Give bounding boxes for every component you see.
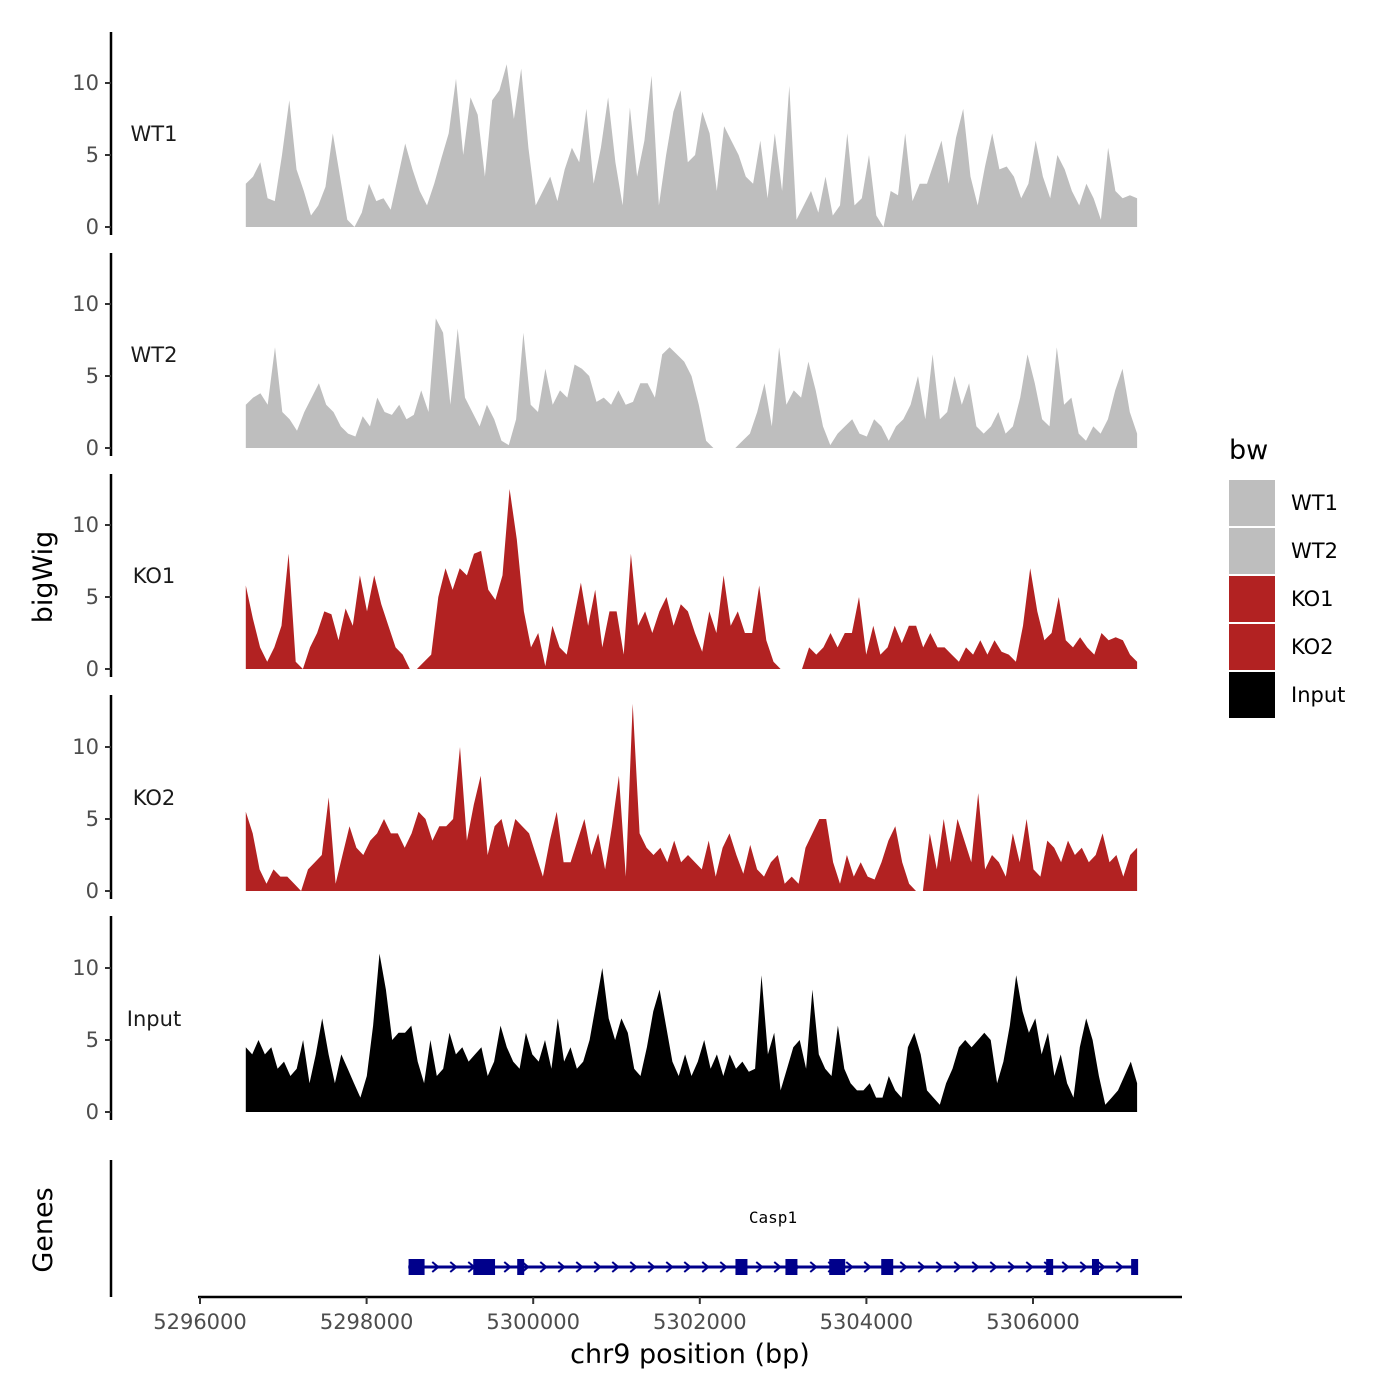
exon — [1091, 1259, 1099, 1275]
track-ko2: 0 5 10 KO2 — [72, 695, 1138, 903]
strand-arrow — [575, 1261, 584, 1273]
exon — [1131, 1259, 1139, 1275]
strand-arrow — [1007, 1261, 1016, 1273]
strand-arrow — [845, 1261, 854, 1273]
area-ko1 — [245, 489, 1138, 669]
legend-title: bw — [1229, 435, 1268, 466]
strand-arrow — [1097, 1261, 1106, 1273]
exon — [1046, 1259, 1054, 1275]
legend: bw WT1 WT2 KO1 KO2 Input — [1229, 435, 1345, 718]
legend-swatch-ko1 — [1229, 576, 1275, 622]
strand-arrow — [773, 1261, 782, 1273]
strand-arrow — [503, 1261, 512, 1273]
x-tick-label: 5300000 — [486, 1310, 580, 1334]
legend-swatch-wt1 — [1229, 480, 1275, 526]
strand-arrow — [863, 1261, 872, 1273]
legend-swatch-wt2 — [1229, 528, 1275, 574]
exon — [488, 1259, 496, 1275]
y-tick-label: 0 — [86, 215, 99, 239]
legend-swatch-ko2 — [1229, 624, 1275, 670]
y-tick-label: 5 — [86, 1028, 99, 1052]
x-axis-title: chr9 position (bp) — [570, 1339, 810, 1370]
track-input: 0 5 10 Input — [72, 916, 1138, 1124]
track-label-input: Input — [127, 1007, 181, 1031]
area-ko2 — [245, 703, 1138, 891]
genes-axis-title: Genes — [28, 1187, 59, 1272]
y-tick-label: 10 — [72, 71, 99, 95]
strand-arrow — [449, 1261, 458, 1273]
track-label-wt2: WT2 — [131, 343, 178, 367]
strand-arrow — [539, 1261, 548, 1273]
track-label-ko2: KO2 — [133, 786, 176, 810]
strand-arrow — [917, 1261, 926, 1273]
strand-arrow — [719, 1261, 728, 1273]
track-wt2: 0 5 10 WT2 — [72, 253, 1138, 460]
y-tick-label: 10 — [72, 735, 99, 759]
strand-arrow — [809, 1261, 818, 1273]
legend-label-input: Input — [1291, 683, 1345, 707]
legend-label-wt1: WT1 — [1291, 491, 1338, 515]
area-wt1 — [245, 64, 1138, 227]
legend-label-ko1: KO1 — [1291, 587, 1334, 611]
track-wt1: 0 5 10 WT1 — [72, 32, 1138, 239]
strand-arrow — [953, 1261, 962, 1273]
y-tick-label: 5 — [86, 807, 99, 831]
y-tick-label: 0 — [86, 657, 99, 681]
exon — [829, 1259, 846, 1275]
exon — [517, 1259, 525, 1275]
exon — [881, 1259, 894, 1275]
track-ko1: 0 5 10 KO1 — [72, 474, 1138, 681]
gene-label: Casp1 — [749, 1208, 797, 1227]
y-tick-label: 5 — [86, 585, 99, 609]
strand-arrow — [1079, 1261, 1088, 1273]
gene-layer: Casp1 — [109, 1160, 1139, 1297]
y-tick-label: 0 — [86, 879, 99, 903]
strand-arrow — [971, 1261, 980, 1273]
strand-arrow — [701, 1261, 710, 1273]
x-axis: 5296000 5298000 5300000 5302000 5304000 53060… — [153, 1295, 1182, 1334]
strand-arrow — [683, 1261, 692, 1273]
tracks-layer: 0 5 10 WT1 0 5 10 WT2 0 5 10 KO1 0 5 10 KO2 0 5 10 Input — [72, 32, 1138, 1124]
strand-arrow — [1115, 1261, 1124, 1273]
strand-arrow — [629, 1261, 638, 1273]
strand-arrow — [611, 1261, 620, 1273]
strand-arrow — [989, 1261, 998, 1273]
exon — [735, 1259, 748, 1275]
x-tick-label: 5298000 — [320, 1310, 414, 1334]
track-label-ko1: KO1 — [133, 564, 176, 588]
strand-arrow — [1061, 1261, 1070, 1273]
y-tick-label: 10 — [72, 292, 99, 316]
strand-arrow — [665, 1261, 674, 1273]
strand-arrow — [593, 1261, 602, 1273]
exon — [408, 1259, 425, 1275]
x-tick-label: 5306000 — [986, 1310, 1080, 1334]
strand-arrow — [521, 1261, 530, 1273]
track-label-wt1: WT1 — [131, 122, 178, 146]
strand-arrow — [647, 1261, 656, 1273]
legend-label-ko2: KO2 — [1291, 635, 1334, 659]
strand-arrow — [431, 1261, 440, 1273]
x-tick-label: 5302000 — [653, 1310, 747, 1334]
y-tick-label: 0 — [86, 436, 99, 460]
strand-arrow — [1025, 1261, 1034, 1273]
y-tick-label: 10 — [72, 956, 99, 980]
legend-swatch-input — [1229, 672, 1275, 718]
area-wt2 — [245, 318, 1138, 448]
strand-arrow — [935, 1261, 944, 1273]
y-tick-label: 5 — [86, 143, 99, 167]
exon — [785, 1259, 798, 1275]
y-tick-label: 10 — [72, 513, 99, 537]
y-axis-title: bigWig — [28, 531, 59, 624]
area-input — [245, 953, 1138, 1112]
strand-arrow — [557, 1261, 566, 1273]
y-tick-label: 0 — [86, 1100, 99, 1124]
strand-arrow — [899, 1261, 908, 1273]
x-tick-label: 5296000 — [153, 1310, 247, 1334]
strand-arrow — [755, 1261, 764, 1273]
y-tick-label: 5 — [86, 364, 99, 388]
x-tick-label: 5304000 — [820, 1310, 914, 1334]
legend-label-wt2: WT2 — [1291, 539, 1338, 563]
